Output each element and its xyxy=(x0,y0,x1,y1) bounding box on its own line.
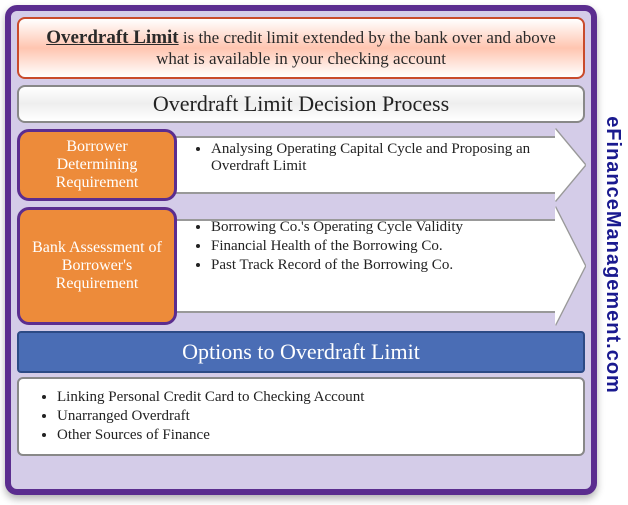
row-arrow-bank: Borrowing Co.'s Operating Cycle Validity… xyxy=(169,207,585,325)
list-item: Financial Health of the Borrowing Co. xyxy=(211,238,549,255)
list-item: Borrowing Co.'s Operating Cycle Validity xyxy=(211,219,549,236)
row-content-bank: Borrowing Co.'s Operating Cycle Validity… xyxy=(169,207,585,286)
options-header: Options to Overdraft Limit xyxy=(17,331,585,373)
diagram-frame: Overdraft Limit is the credit limit exte… xyxy=(5,5,597,495)
row-label-borrower: Borrower Determining Requirement xyxy=(17,129,177,201)
row-arrow-borrower: Analysing Operating Capital Cycle and Pr… xyxy=(169,129,585,201)
process-row-borrower: Borrower Determining Requirement Analysi… xyxy=(17,129,585,201)
list-item: Linking Personal Credit Card to Checking… xyxy=(57,389,569,406)
row-content-borrower: Analysing Operating Capital Cycle and Pr… xyxy=(169,129,585,187)
list-item: Analysing Operating Capital Cycle and Pr… xyxy=(211,141,549,175)
subtitle-box: Overdraft Limit Decision Process xyxy=(17,85,585,123)
list-item: Other Sources of Finance xyxy=(57,427,569,444)
definition-text: is the credit limit extended by the bank… xyxy=(156,28,556,68)
definition-box: Overdraft Limit is the credit limit exte… xyxy=(17,17,585,79)
list-item: Unarranged Overdraft xyxy=(57,408,569,425)
watermark-text: eFinanceManagement.com xyxy=(601,116,624,394)
process-row-bank: Bank Assessment of Borrower's Requiremen… xyxy=(17,207,585,325)
list-item: Past Track Record of the Borrowing Co. xyxy=(211,257,549,274)
definition-term: Overdraft Limit xyxy=(46,27,178,48)
row-label-bank: Bank Assessment of Borrower's Requiremen… xyxy=(17,207,177,325)
options-body: Linking Personal Credit Card to Checking… xyxy=(17,377,585,456)
